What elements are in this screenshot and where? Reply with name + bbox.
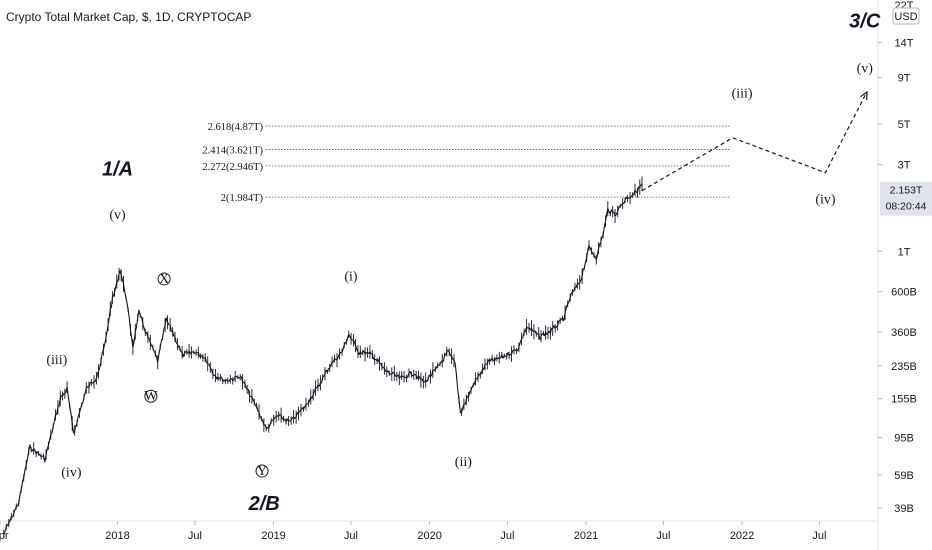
price-tick-label: 360B — [891, 327, 917, 339]
price-tick-label: 155B — [891, 394, 917, 406]
price-tick-label: 3T — [898, 159, 911, 171]
fibonacci-levels: 2.618(4.87T) 2.414(3.621T) 2.272(2.946T) 2(… — [202, 122, 730, 204]
price-tick-label: 600B — [891, 287, 917, 299]
price-tick-label: 14T — [895, 38, 914, 50]
price-tick-label: 59B — [894, 470, 914, 482]
time-tick-label: 2019 — [261, 530, 285, 542]
wave-label-circle — [255, 464, 269, 478]
price-line — [3, 183, 643, 535]
wave-label: (v) — [857, 61, 874, 76]
price-tick-label: 95B — [894, 432, 914, 444]
wave-label: Y — [257, 464, 267, 479]
projection-arrowhead — [860, 90, 868, 101]
wave-label: X — [159, 272, 169, 287]
time-tick-label: Apr — [0, 530, 9, 542]
last-price-tag-box — [880, 181, 932, 216]
wave-label: (iv) — [61, 465, 82, 480]
time-axis[interactable]: Apr 2018 Jul 2019 Jul 2020 Jul 2021 Jul 2022 Jul — [0, 521, 826, 542]
currency-badge-box — [892, 7, 920, 25]
price-axis[interactable]: 14T 9T 5T 3T 1T 600B 360B 235B 155B 95B 59B 39B — [878, 38, 917, 515]
price-tick-label: 235B — [891, 361, 917, 373]
price-series — [3, 176, 643, 539]
time-tick-label: Jul — [500, 530, 514, 542]
time-tick-label: 2022 — [730, 530, 754, 542]
wave-label: (iii) — [46, 353, 67, 368]
fib-level-label: 2.414(3.621T) — [202, 146, 263, 157]
time-tick-label: 2021 — [574, 530, 598, 542]
wave-label: (v) — [109, 208, 126, 223]
price-tick-label: 5T — [898, 119, 911, 131]
wave-label: 3/C — [849, 10, 881, 32]
price-tick-label: 9T — [898, 73, 911, 85]
elliott-wave-labels: 1/A (v) (iii) (iv) X W Y 2/B (i) (ii) (iii) (iv) 3/C… — [46, 10, 881, 515]
wave-label-circle — [144, 389, 158, 403]
wave-label: 2/B — [248, 493, 280, 515]
currency-badge[interactable]: USD — [892, 7, 920, 25]
chart-title: Crypto Total Market Cap, $, 1D, CRYPTOCA… — [6, 10, 251, 24]
fib-level-label: 2.618(4.87T) — [208, 122, 264, 133]
price-tick-label: 1T — [898, 246, 911, 258]
bar-countdown: 08:20:44 — [886, 201, 927, 213]
time-tick-label: Jul — [812, 530, 826, 542]
wave-label: (i) — [344, 270, 358, 285]
time-tick-label: 2020 — [417, 530, 441, 542]
price-tick-label: 39B — [894, 503, 914, 515]
last-price-tag: 2.153T 08:20:44 — [880, 181, 932, 216]
wave-label: W — [144, 389, 158, 404]
time-tick-label: 2018 — [105, 530, 129, 542]
projection-path — [641, 91, 868, 192]
wave-label: (iii) — [732, 86, 753, 101]
time-tick-label: Jul — [656, 530, 670, 542]
wave-label-circle — [157, 272, 171, 286]
wave-label: 1/A — [102, 159, 133, 181]
wave-label: (iv) — [815, 192, 836, 207]
fib-level-label: 2(1.984T) — [221, 193, 264, 204]
wave-projection — [641, 90, 868, 192]
time-tick-label: Jul — [188, 530, 202, 542]
last-price-value: 2.153T — [890, 185, 923, 197]
wave-label: (ii) — [455, 455, 472, 470]
time-tick-label: Jul — [344, 530, 358, 542]
fib-level-label: 2.272(2.946T) — [202, 162, 263, 173]
currency-badge-label: USD — [894, 11, 917, 23]
